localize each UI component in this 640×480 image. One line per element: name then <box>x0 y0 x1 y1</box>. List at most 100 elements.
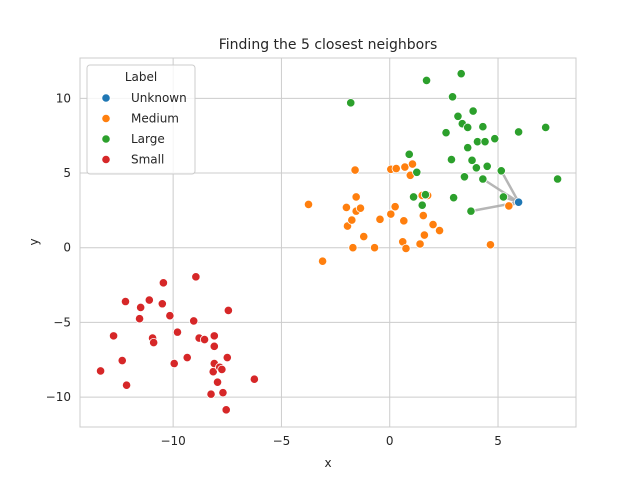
point-large <box>459 172 470 182</box>
point-medium <box>399 216 409 226</box>
point-large <box>404 149 414 159</box>
y-axis-label: y <box>27 238 41 245</box>
legend-marker-medium <box>101 113 111 124</box>
point-large <box>552 174 563 184</box>
point-small <box>117 355 127 366</box>
point-small <box>121 380 132 390</box>
legend-label-large: Large <box>131 132 165 146</box>
data-points <box>95 69 563 415</box>
point-small <box>144 295 154 305</box>
point-small <box>249 374 259 384</box>
point-large <box>478 122 488 132</box>
y-tick-label: 10 <box>56 91 71 105</box>
point-medium <box>369 243 380 253</box>
point-large <box>466 206 476 216</box>
point-large <box>453 111 463 121</box>
legend: Label Unknown Medium Large Small <box>86 64 196 175</box>
chart-title: Finding the 5 closest neighbors <box>219 37 438 53</box>
point-medium <box>386 209 396 219</box>
y-tick-label: 5 <box>63 166 71 180</box>
y-tick-labels: −10 −5 0 5 10 <box>46 91 71 404</box>
point-large <box>463 122 473 133</box>
point-large <box>514 127 524 137</box>
point-medium <box>434 225 445 236</box>
point-large <box>456 69 466 79</box>
point-small <box>158 278 168 288</box>
legend-title: Label <box>125 70 157 84</box>
point-small <box>199 335 210 345</box>
point-small <box>221 405 231 415</box>
legend-label-unknown: Unknown <box>131 91 187 105</box>
point-medium <box>407 159 418 169</box>
point-small <box>134 314 145 324</box>
plot-area-frame <box>79 57 577 428</box>
legend-marker-small <box>101 154 111 165</box>
x-tick-label: −10 <box>160 434 185 448</box>
point-large <box>446 154 457 165</box>
point-small <box>172 327 183 337</box>
point-medium <box>485 240 496 250</box>
point-large <box>490 134 500 144</box>
point-small <box>95 366 106 376</box>
point-large <box>468 106 478 116</box>
x-tick-labels: −10 −5 0 5 <box>160 434 501 448</box>
point-small <box>182 352 192 363</box>
point-medium <box>355 203 366 213</box>
legend-entries: Unknown Medium Large Small <box>101 91 187 167</box>
point-large <box>420 190 431 200</box>
legend-marker-unknown <box>101 93 111 103</box>
point-medium <box>351 192 361 202</box>
point-small <box>206 389 216 399</box>
point-medium <box>317 256 328 266</box>
point-medium <box>504 201 514 211</box>
point-large <box>498 192 509 202</box>
point-small <box>157 299 167 309</box>
point-small <box>169 358 179 369</box>
point-small <box>108 331 119 341</box>
neighbor-link <box>481 177 520 204</box>
point-small <box>189 316 199 326</box>
point-unknown <box>514 197 524 207</box>
neighbor-link <box>500 169 520 204</box>
point-small <box>120 296 131 307</box>
point-medium <box>390 202 400 212</box>
point-large <box>467 155 477 165</box>
legend-marker-large <box>101 134 111 144</box>
x-tick-label: 5 <box>494 434 502 448</box>
point-small <box>223 305 233 316</box>
point-large <box>408 192 419 202</box>
point-medium <box>428 219 438 230</box>
y-tick-label: 0 <box>63 241 71 255</box>
point-large <box>541 122 551 133</box>
point-large <box>472 137 483 147</box>
y-tick-label: −5 <box>53 315 71 329</box>
x-axis-label: x <box>324 456 331 470</box>
point-large <box>447 92 458 102</box>
legend-label-small: Small <box>131 153 164 167</box>
x-tick-label: 0 <box>386 434 394 448</box>
point-large <box>441 128 451 138</box>
point-medium <box>415 239 425 249</box>
point-small <box>136 302 146 313</box>
point-small <box>209 341 219 351</box>
point-large <box>417 200 427 210</box>
point-large <box>480 137 490 147</box>
point-medium <box>419 230 429 240</box>
point-small <box>191 272 201 282</box>
point-small <box>149 337 159 348</box>
point-medium <box>359 231 369 242</box>
point-medium <box>350 165 360 175</box>
y-tick-label: −10 <box>46 390 71 404</box>
legend-box <box>86 64 196 175</box>
point-large <box>496 166 506 176</box>
point-small <box>165 311 175 321</box>
point-medium <box>347 215 357 225</box>
point-large <box>346 98 356 108</box>
point-medium <box>348 243 358 253</box>
point-small <box>209 331 219 341</box>
point-small <box>222 352 232 363</box>
point-large <box>482 161 492 171</box>
point-medium <box>400 162 410 172</box>
point-large <box>471 163 481 173</box>
